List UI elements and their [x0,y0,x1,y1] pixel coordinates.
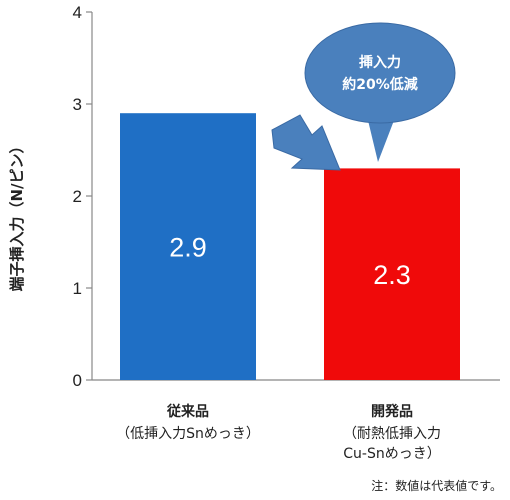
y-tick-label: 3 [73,95,82,114]
category-sublabel: （耐熱低挿入力 [343,426,441,442]
y-tick-label: 2 [73,187,82,206]
bars: 2.9 2.3 [120,113,460,380]
bubble-text: 挿入力 [359,54,401,71]
bar [120,113,256,380]
category-labels: 従来品 （低挿入力Snめっき） 開発品 （耐熱低挿入力 Cu-Snめっき） [116,403,441,462]
arrow-shape [271,114,341,171]
category-label: 開発品 [371,403,413,420]
y-tick-label: 4 [73,3,82,22]
category-sublabel: （低挿入力Snめっき） [116,426,260,442]
bar-value-label: 2.9 [169,233,207,263]
y-axis-label: 端子挿入力（N/ピン） [8,138,26,291]
footnote: 注：数値は代表値です。 [371,479,502,493]
speech-bubble [304,22,456,124]
y-tick-label: 1 [73,279,82,298]
category-label: 従来品 [166,403,209,420]
bar [324,168,460,380]
category-sublabel: Cu-Snめっき） [343,446,440,462]
bar-value-label: 2.3 [373,260,411,290]
bubble-text: 約20%低減 [342,76,418,93]
y-tick-label: 0 [73,371,82,390]
y-axis-ticks: 0 1 2 3 4 [73,3,92,390]
